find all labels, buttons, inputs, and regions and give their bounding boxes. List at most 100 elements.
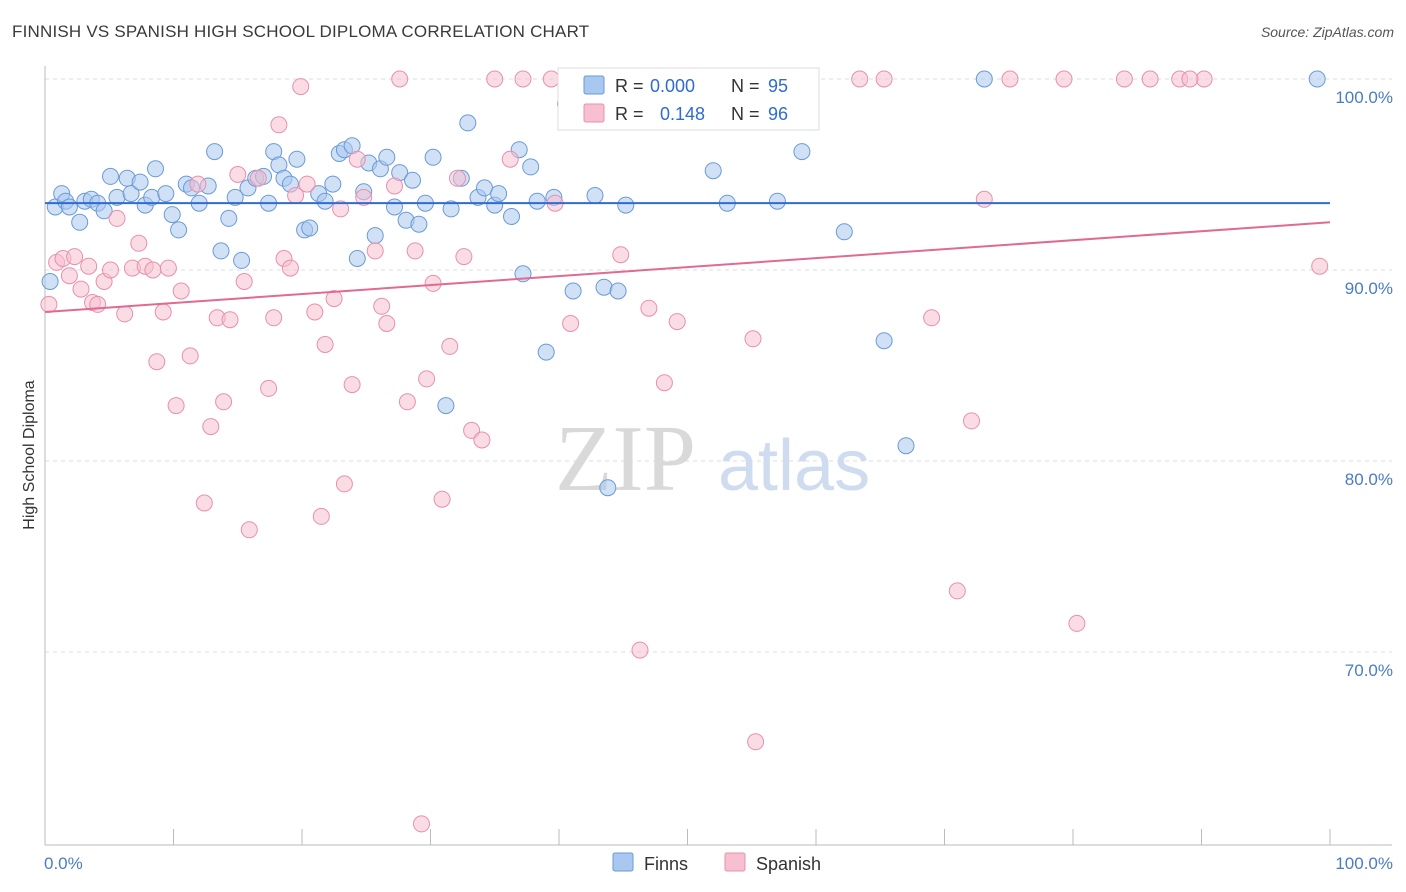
spanish-point-23 xyxy=(189,175,207,193)
spanish-point-65 xyxy=(473,431,491,449)
spanish-point-42 xyxy=(312,507,330,525)
finns-point-26 xyxy=(212,242,230,260)
finns-point-73 xyxy=(537,343,555,361)
spanish-point-48 xyxy=(348,150,366,168)
spanish-point-40 xyxy=(298,175,316,193)
spanish-point-27 xyxy=(215,393,233,411)
chart-source: Source: ZipAtlas.com xyxy=(1260,24,1394,40)
legend-top: R = 0.000 N = 95 R = 0.148 N = 96 xyxy=(557,67,820,131)
legend-n-label-finns: N = xyxy=(731,76,760,96)
legend-r-value-spanish: 0.148 xyxy=(660,104,705,124)
finns-point-20 xyxy=(170,221,188,239)
spanish-point-17 xyxy=(148,353,166,371)
spanish-point-56 xyxy=(406,242,424,260)
spanish-point-68 xyxy=(514,70,532,88)
spanish-point-29 xyxy=(229,166,247,183)
spanish-point-20 xyxy=(167,397,185,415)
spanish-point-47 xyxy=(343,376,361,394)
spanish-point-79 xyxy=(744,330,762,348)
finns-point-10 xyxy=(102,167,119,185)
axes xyxy=(44,66,1392,846)
spanish-point-19 xyxy=(159,259,177,277)
spanish-point-33 xyxy=(260,379,278,397)
spanish-point-3 xyxy=(60,267,78,285)
spanish-point-77 xyxy=(668,313,686,331)
y-tick-label-3: 70.0% xyxy=(1345,661,1393,680)
spanish-point-84 xyxy=(948,582,966,600)
spanish-point-88 xyxy=(1055,70,1073,88)
spanish-point-25 xyxy=(202,418,220,436)
finns-point-81 xyxy=(617,196,635,214)
legend-n-value-spanish: 96 xyxy=(768,104,788,124)
finns-point-91 xyxy=(875,332,893,350)
spanish-point-21 xyxy=(172,282,190,300)
legend-r-label-finns: R = xyxy=(615,76,644,96)
finns-point-27 xyxy=(220,209,238,227)
legend-bottom: Finns Spanish xyxy=(612,852,821,874)
spanish-point-18 xyxy=(154,303,172,321)
spanish-point-80 xyxy=(747,733,765,751)
spanish-point-76 xyxy=(655,374,673,392)
finns-point-59 xyxy=(424,148,442,166)
spanish-point-52 xyxy=(378,315,396,332)
spanish-point-69 xyxy=(542,70,560,88)
spanish-point-44 xyxy=(325,290,343,308)
y-tick-label-0: 100.0% xyxy=(1335,88,1393,107)
spanish-point-16 xyxy=(144,261,162,279)
finns-point-94 xyxy=(1308,70,1326,88)
spanish-point-53 xyxy=(386,177,403,195)
spanish-point-37 xyxy=(281,259,299,277)
legend-bottom-swatch-finns xyxy=(612,852,634,872)
spanish-point-87 xyxy=(1001,70,1019,88)
y-tick-label-1: 90.0% xyxy=(1345,279,1393,298)
spanish-point-34 xyxy=(265,309,283,327)
finns-point-40 xyxy=(301,219,319,237)
y-tick-label-2: 80.0% xyxy=(1345,470,1393,489)
finns-point-14 xyxy=(131,173,149,191)
spanish-point-28 xyxy=(221,311,239,329)
spanish-point-4 xyxy=(66,248,84,266)
spanish-point-31 xyxy=(240,521,258,539)
finns-point-77 xyxy=(586,187,604,204)
finns-point-61 xyxy=(442,200,460,218)
spanish-point-10 xyxy=(102,261,119,279)
finns-point-38 xyxy=(288,150,306,168)
finns-point-60 xyxy=(437,397,455,415)
spanish-point-22 xyxy=(181,347,199,365)
finns-point-80 xyxy=(609,282,627,300)
finns-point-76 xyxy=(564,282,582,300)
finns-point-63 xyxy=(459,114,477,132)
finns-point-52 xyxy=(378,148,396,166)
spanish-point-86 xyxy=(975,190,993,208)
finns-point-93 xyxy=(975,70,993,88)
spanish-point-32 xyxy=(249,169,267,187)
spanish-point-90 xyxy=(1115,70,1133,88)
finns-point-79 xyxy=(595,278,613,296)
spanish-point-60 xyxy=(433,490,451,508)
spanish-point-5 xyxy=(72,280,90,298)
finns-point-25 xyxy=(206,143,224,161)
finns-point-19 xyxy=(163,206,181,224)
finns-point-5 xyxy=(71,213,89,231)
finns-point-84 xyxy=(704,162,722,180)
spanish-point-59 xyxy=(424,274,442,292)
legend-swatch-spanish xyxy=(583,103,605,123)
watermark-atlas: atlas xyxy=(718,426,870,506)
finns-point-68 xyxy=(503,208,520,225)
finns-point-57 xyxy=(410,215,428,233)
legend-n-value-finns: 95 xyxy=(768,76,788,96)
spanish-point-94 xyxy=(1181,70,1199,88)
spanish-point-93 xyxy=(1195,70,1213,88)
spanish-point-46 xyxy=(335,475,353,493)
legend-swatch-finns xyxy=(583,75,605,95)
spanish-point-39 xyxy=(292,78,310,96)
finns-point-71 xyxy=(522,158,540,176)
spanish-point-91 xyxy=(1141,70,1159,88)
legend-n-label-spanish: N = xyxy=(731,104,760,124)
spanish-point-61 xyxy=(441,337,459,355)
spanish-point-62 xyxy=(449,169,466,187)
x-tick-labels: 0.0% 100.0% xyxy=(44,854,1393,873)
watermark-zip: ZIP xyxy=(555,407,696,511)
spanish-point-55 xyxy=(398,393,416,411)
finns-point-43 xyxy=(324,175,342,193)
